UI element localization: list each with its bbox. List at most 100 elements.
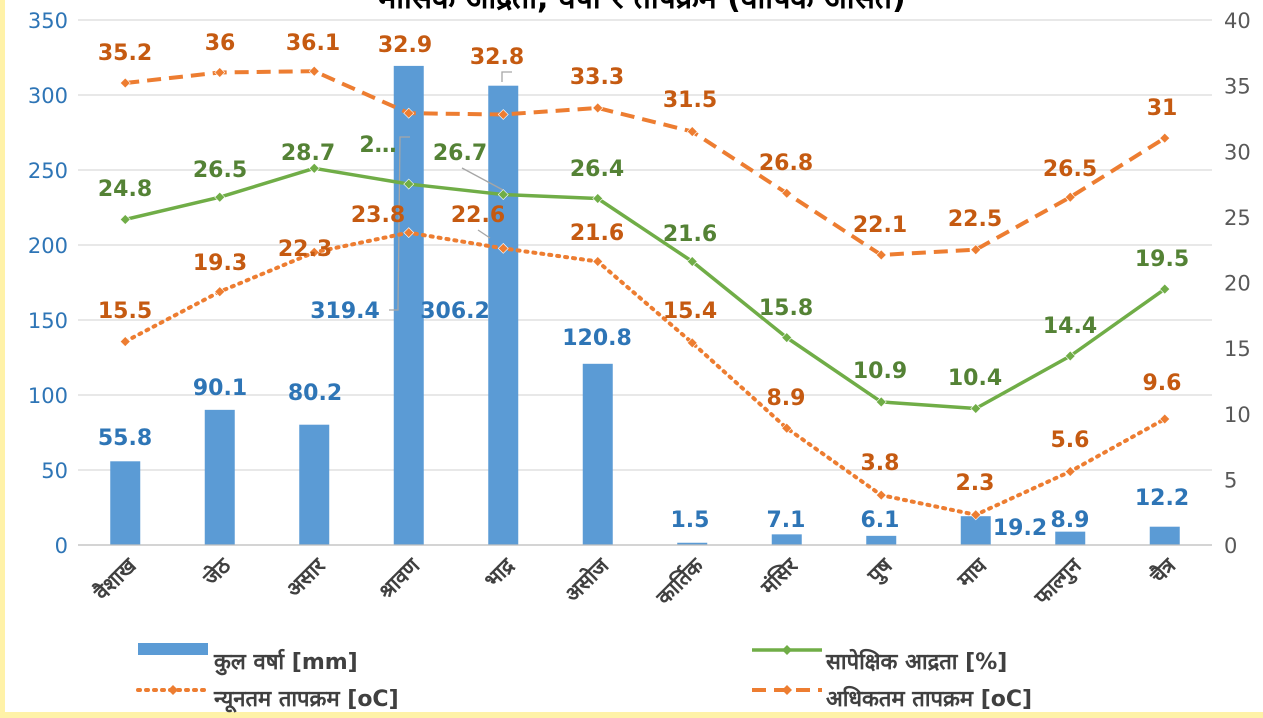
humidity-data-label: 28.7 (281, 141, 335, 166)
bar (771, 534, 802, 545)
humidity-line-marker (1159, 283, 1171, 295)
bar (960, 516, 991, 545)
legend-swatch-rainfall (138, 643, 208, 655)
x-tick-label: चैत्र (1144, 552, 1181, 589)
data-labels: 55.8 90.1 80.2 319.4 306.2 120.8 1.5 7.1 6.1 19.2… (98, 31, 1189, 541)
y-right-tick-label: 15 (1224, 337, 1251, 361)
min-temp-label-leader (477, 229, 491, 239)
left-edge-strip (0, 0, 5, 718)
legend-label: सापेक्षिक आद्रता [%] (825, 648, 1007, 675)
min-temperature-line-marker (214, 286, 226, 298)
legend-marker-max-temp (782, 685, 792, 695)
humidity-line-marker (308, 162, 320, 174)
min-temperature-data-label: 2.3 (956, 471, 995, 496)
max-temperature-line-marker (497, 109, 509, 120)
min-temperature-data-label: 19.3 (193, 251, 247, 276)
humidity-line-marker (497, 189, 509, 200)
min-temperature-line-marker (781, 422, 793, 434)
min-temperature-line-marker (1159, 413, 1171, 425)
y-right-tick-label: 30 (1224, 140, 1251, 164)
max-temperature-data-label: 35.2 (98, 41, 152, 66)
min-temperature-line-marker (119, 336, 131, 347)
y-right-tick-label: 10 (1224, 403, 1251, 427)
max-temperature-line-marker (875, 249, 887, 261)
x-tick-label: माघ (952, 552, 992, 592)
y-left-tick-label: 300 (28, 84, 68, 108)
max-temperature-line-marker (119, 77, 131, 89)
legend-label: न्यूनतम तापक्रम [oC] (213, 687, 399, 713)
bar (488, 85, 519, 545)
max-temperature-line-marker (970, 244, 982, 256)
min-temperature-data-label: 9.6 (1143, 371, 1182, 396)
min-temperature-data-label: 22.6 (451, 203, 505, 228)
max-temperature-data-label: 26.8 (759, 151, 813, 176)
max-temperature-line-marker (686, 126, 698, 137)
min-temperature-data-label: 5.6 (1051, 428, 1090, 453)
rainfall-data-label: 6.1 (861, 508, 900, 533)
humidity-data-label: 15.8 (759, 296, 813, 321)
min-temperature-line-marker (592, 256, 604, 267)
x-tick-label: श्रावण (374, 553, 425, 604)
min-temperature-line-marker (308, 246, 320, 258)
max-temperature-data-label: 32.9 (378, 33, 432, 58)
bar (393, 65, 424, 546)
max-temperature-data-label: 22.1 (853, 213, 907, 238)
bar (299, 424, 330, 545)
min-temperature-line-marker (970, 509, 982, 521)
rainfall-data-label: 19.2 (993, 516, 1047, 541)
rainfall-data-label: 306.2 (420, 299, 490, 324)
x-tick-label: भाद्र (480, 553, 520, 593)
humidity-data-label: 26.7 (433, 141, 487, 166)
y-right-tick-label: 35 (1224, 75, 1251, 99)
y-left-tick-label: 150 (28, 309, 68, 333)
gridlines (78, 19, 1212, 546)
humidity-data-label: 21.6 (663, 222, 717, 247)
min-temperature-data-label: 21.6 (570, 221, 624, 246)
y-left-tick-label: 50 (41, 459, 68, 483)
max-temperature-data-label: 31.5 (663, 88, 717, 113)
line-series (119, 65, 1171, 521)
max-temperature-data-label: 32.8 (470, 45, 524, 70)
x-tick-label: कार्तिक (650, 552, 708, 610)
y-left-tick-label: 100 (28, 384, 68, 408)
humidity-line-marker (970, 403, 982, 414)
bottom-edge-strip (0, 712, 1263, 718)
humidity-data-label: 19.5 (1135, 247, 1189, 272)
max-temperature-line-marker (214, 67, 226, 78)
y-right-tick-label: 5 (1224, 468, 1237, 492)
min-temperature-line-marker (686, 337, 698, 349)
chart-title: मासिक आर्द्रता, वर्षा र तापक्रम (वार्षिक… (377, 0, 905, 16)
bar (1055, 531, 1086, 545)
humidity-data-label: 14.4 (1043, 314, 1097, 339)
max-temperature-line (125, 69, 1166, 257)
y-left-tick-label: 250 (28, 159, 68, 183)
y-left-tick-label: 200 (28, 234, 68, 258)
min-temperature-data-label: 8.9 (767, 386, 806, 411)
humidity-line-marker (403, 178, 415, 190)
max-temperature-line-marker (592, 102, 604, 114)
humidity-line-marker (214, 191, 226, 203)
rainfall-data-label: 80.2 (288, 381, 342, 406)
x-tick-label: वैशाख (88, 552, 141, 605)
max-temperature-data-label: 22.5 (948, 207, 1002, 232)
legend-label: कुल वर्षा [mm] (213, 648, 358, 676)
max-temperature-data-label: 33.3 (570, 65, 624, 90)
bar (866, 535, 897, 545)
min-temperature-line-marker (497, 242, 509, 254)
min-temperature-data-label: 23.8 (351, 203, 405, 228)
humidity-data-label: 26.5 (193, 158, 247, 183)
x-tick-label: असोज (559, 552, 614, 607)
humidity-data-label: 26.4 (570, 157, 624, 182)
label-leader-lines (389, 71, 512, 311)
bar (110, 461, 141, 545)
min-temperature-line-marker (403, 227, 415, 239)
bar (677, 542, 708, 545)
max-temp-label-leader (501, 71, 512, 82)
legend-label: अधिकतम तापक्रम [oC] (826, 685, 1032, 712)
bar (1149, 526, 1180, 545)
max-temperature-line-marker (781, 187, 793, 199)
max-temperature-line-marker (403, 107, 415, 119)
y-right-tick-label: 20 (1224, 272, 1251, 296)
